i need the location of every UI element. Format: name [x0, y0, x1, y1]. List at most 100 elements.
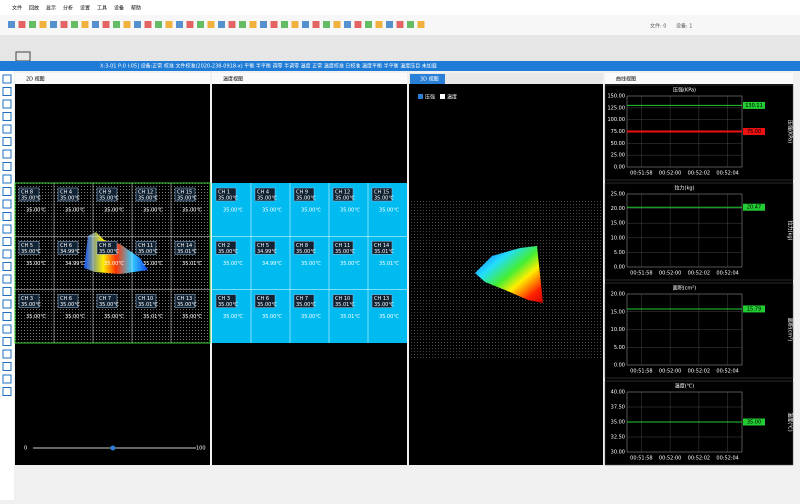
- channel-box[interactable]: [293, 294, 315, 308]
- side-icon[interactable]: [2, 387, 12, 396]
- channel-box[interactable]: [371, 294, 393, 308]
- channel-box[interactable]: [96, 241, 118, 255]
- side-icon[interactable]: [2, 74, 12, 84]
- channel-box[interactable]: [174, 241, 196, 255]
- toolbar-icon[interactable]: [8, 21, 15, 28]
- menu-item[interactable]: 分析: [63, 5, 73, 12]
- toolbar-icon[interactable]: [260, 21, 267, 28]
- toolbar-icon[interactable]: [155, 21, 162, 28]
- channel-box[interactable]: [18, 294, 40, 308]
- toolbar-icon[interactable]: [165, 21, 173, 28]
- toolbar-icon[interactable]: [207, 21, 215, 28]
- toolbar-icon[interactable]: [354, 21, 362, 28]
- channel-box[interactable]: [174, 187, 196, 202]
- channel-box[interactable]: [254, 294, 276, 308]
- legend-swatch[interactable]: [440, 94, 445, 99]
- menu-item[interactable]: 设置: [80, 5, 90, 12]
- channel-box[interactable]: [371, 187, 393, 202]
- side-icon[interactable]: [2, 199, 12, 209]
- toolbar-icon[interactable]: [396, 21, 404, 28]
- toolbar-icon[interactable]: [375, 21, 383, 28]
- toolbar-icon[interactable]: [71, 21, 78, 28]
- side-icon[interactable]: [2, 299, 12, 309]
- menu-item[interactable]: 显示: [46, 6, 56, 12]
- side-icon[interactable]: [2, 87, 12, 96]
- side-icon[interactable]: [2, 237, 12, 246]
- channel-box[interactable]: [18, 187, 40, 202]
- side-icon[interactable]: [2, 112, 12, 121]
- toolbar-icon[interactable]: [134, 21, 141, 28]
- channel-box[interactable]: [96, 187, 118, 202]
- slider-handle[interactable]: [110, 445, 116, 451]
- side-icon[interactable]: [2, 224, 12, 234]
- side-icon[interactable]: [2, 362, 12, 371]
- toolbar-icon[interactable]: [60, 21, 68, 28]
- side-icon[interactable]: [2, 174, 12, 184]
- toolbar-icon[interactable]: [197, 21, 204, 28]
- side-icon[interactable]: [2, 162, 12, 171]
- side-icon[interactable]: [2, 262, 12, 271]
- channel-box[interactable]: [215, 294, 237, 308]
- toolbar-icon[interactable]: [50, 21, 57, 28]
- channel-box[interactable]: [254, 187, 276, 202]
- side-icon[interactable]: [2, 337, 12, 346]
- side-icon[interactable]: [2, 374, 12, 384]
- toolbar-icon[interactable]: [386, 21, 393, 28]
- side-icon[interactable]: [2, 99, 12, 109]
- side-icon[interactable]: [2, 274, 12, 284]
- toolbar-icon[interactable]: [123, 21, 131, 28]
- channel-box[interactable]: [135, 241, 157, 255]
- channel-box[interactable]: [57, 241, 79, 255]
- menu-item[interactable]: 帮助: [131, 5, 141, 12]
- toolbar-icon[interactable]: [333, 21, 341, 28]
- channel-box[interactable]: [293, 241, 315, 255]
- toolbar-icon[interactable]: [39, 21, 47, 28]
- channel-box[interactable]: [332, 187, 354, 202]
- toolbar-icon[interactable]: [312, 21, 320, 28]
- toolbar-icon[interactable]: [186, 21, 194, 28]
- side-icon[interactable]: [2, 287, 12, 296]
- menu-item[interactable]: 工具: [97, 6, 107, 12]
- channel-box[interactable]: [18, 241, 40, 255]
- toolbar-icon[interactable]: [92, 21, 99, 28]
- menu-item[interactable]: 文件: [12, 5, 22, 12]
- channel-box[interactable]: [135, 187, 157, 202]
- toolbar-icon[interactable]: [113, 21, 120, 28]
- side-icon[interactable]: [2, 137, 12, 146]
- channel-box[interactable]: [293, 187, 315, 202]
- toolbar-icon[interactable]: [102, 21, 110, 28]
- toolbar-icon[interactable]: [323, 21, 330, 28]
- side-icon[interactable]: [2, 349, 12, 359]
- toolbar-icon[interactable]: [270, 21, 278, 28]
- side-icon[interactable]: [2, 324, 12, 334]
- side-icon[interactable]: [2, 312, 12, 321]
- channel-box[interactable]: [215, 241, 237, 255]
- toolbar-icon[interactable]: [228, 21, 236, 28]
- channel-box[interactable]: [332, 294, 354, 308]
- toolbar-icon[interactable]: [239, 21, 246, 28]
- channel-box[interactable]: [57, 294, 79, 308]
- side-icon[interactable]: [2, 149, 12, 159]
- side-icon[interactable]: [2, 187, 12, 196]
- toolbar-icon[interactable]: [407, 21, 414, 28]
- channel-box[interactable]: [332, 241, 354, 255]
- toolbar-icon[interactable]: [249, 21, 257, 28]
- channel-box[interactable]: [57, 187, 79, 202]
- toolbar-icon[interactable]: [218, 21, 225, 28]
- side-icon[interactable]: [2, 212, 12, 221]
- toolbar-icon[interactable]: [29, 21, 36, 28]
- channel-box[interactable]: [215, 187, 237, 202]
- channel-box[interactable]: [371, 241, 393, 255]
- side-icon[interactable]: [2, 249, 12, 259]
- channel-box[interactable]: [135, 294, 157, 308]
- toolbar-icon[interactable]: [176, 21, 183, 28]
- legend-swatch[interactable]: [418, 94, 423, 99]
- channel-box[interactable]: [254, 241, 276, 255]
- toolbar-icon[interactable]: [281, 21, 288, 28]
- toolbar-icon[interactable]: [81, 21, 89, 28]
- channel-box[interactable]: [174, 294, 196, 308]
- menu-item[interactable]: 设备: [114, 5, 124, 12]
- channel-box[interactable]: [96, 294, 118, 308]
- toolbar-icon[interactable]: [144, 21, 152, 28]
- toolbar-icon[interactable]: [302, 21, 309, 28]
